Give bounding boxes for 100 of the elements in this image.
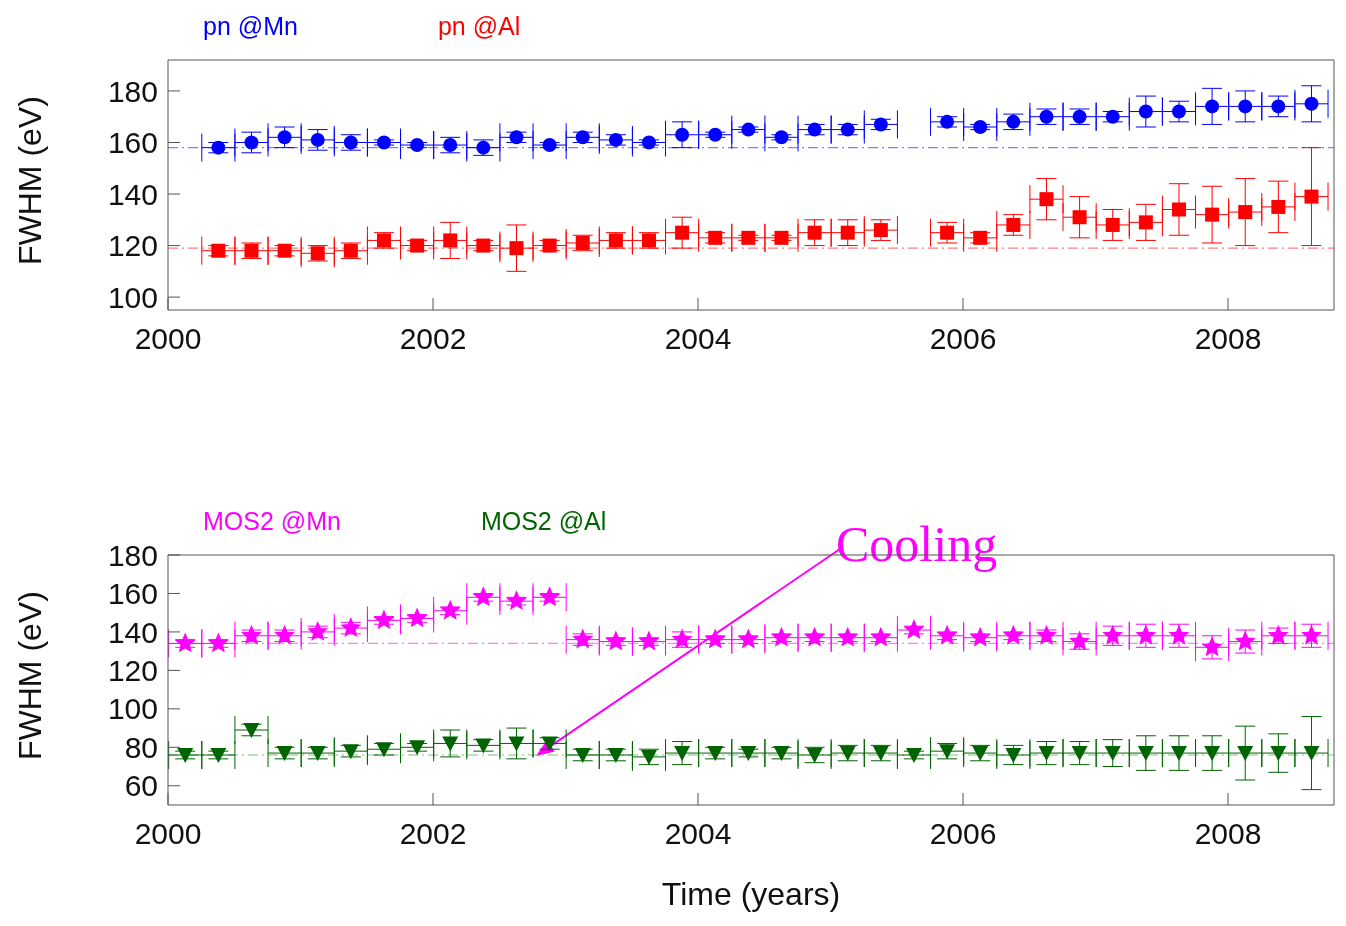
point xyxy=(1205,99,1220,114)
point xyxy=(343,135,358,150)
x-tick-label: 2002 xyxy=(399,322,467,356)
point xyxy=(940,114,955,129)
point xyxy=(343,243,358,258)
y-tick-label: 120 xyxy=(107,654,158,688)
point xyxy=(1304,189,1319,204)
x-tick-label: 2008 xyxy=(1194,322,1262,356)
point xyxy=(476,140,491,155)
point xyxy=(840,122,855,137)
y-tick-label: 100 xyxy=(107,692,158,726)
point xyxy=(406,607,428,628)
point xyxy=(506,590,527,611)
y-tick-label: 140 xyxy=(107,177,158,211)
point xyxy=(840,225,855,240)
point xyxy=(704,628,726,649)
point xyxy=(608,132,623,147)
point xyxy=(575,235,590,250)
point xyxy=(174,632,196,653)
annotation: Cooling xyxy=(836,516,998,572)
point xyxy=(807,225,822,240)
point xyxy=(409,740,426,756)
point xyxy=(708,230,723,245)
text: MOS2 @Al xyxy=(480,507,607,536)
x-tick-label: 2004 xyxy=(664,817,732,851)
point xyxy=(508,736,525,752)
point xyxy=(1039,109,1054,124)
point xyxy=(211,140,226,155)
text: pn @Al xyxy=(437,12,521,41)
text: pn @Mn xyxy=(203,12,298,41)
point xyxy=(274,624,296,645)
point xyxy=(641,135,656,150)
x-tick-label: 2000 xyxy=(134,322,202,356)
point xyxy=(310,246,325,261)
point xyxy=(241,624,262,645)
y-tick-label: 140 xyxy=(107,615,158,649)
point xyxy=(638,630,660,651)
point xyxy=(641,233,656,248)
point xyxy=(605,630,627,651)
point xyxy=(973,230,988,245)
y-axis-title: FWHM (eV) xyxy=(12,96,49,265)
point xyxy=(539,586,561,607)
point xyxy=(476,238,491,253)
point xyxy=(1238,99,1253,114)
x-tick-label: 2000 xyxy=(134,817,202,851)
point xyxy=(572,628,594,649)
point xyxy=(1071,746,1088,762)
point xyxy=(837,626,859,647)
point xyxy=(207,632,229,653)
y-tick-label: 180 xyxy=(107,74,158,108)
point xyxy=(771,626,792,647)
point xyxy=(1270,746,1287,762)
point xyxy=(804,626,826,647)
point xyxy=(1237,746,1254,762)
point xyxy=(1006,114,1021,129)
point xyxy=(509,241,524,256)
point xyxy=(903,619,925,639)
point xyxy=(870,626,892,647)
point xyxy=(509,130,524,145)
point xyxy=(674,746,691,762)
point xyxy=(1205,207,1220,222)
point xyxy=(472,586,494,607)
point xyxy=(410,238,425,253)
y-axis-title: FWHM (eV) xyxy=(12,591,49,760)
x-tick-label: 2002 xyxy=(399,817,467,851)
point xyxy=(1238,205,1253,220)
point xyxy=(1138,215,1153,230)
x-tick-label: 2004 xyxy=(664,322,732,356)
point xyxy=(1138,104,1153,119)
point xyxy=(1072,210,1087,225)
point xyxy=(439,599,461,620)
point xyxy=(1039,192,1054,207)
x-tick-label: 2006 xyxy=(929,322,997,356)
point xyxy=(774,230,789,245)
y-tick-label: 160 xyxy=(107,577,158,611)
point xyxy=(542,138,557,153)
point xyxy=(741,122,756,137)
point xyxy=(1303,746,1320,762)
point xyxy=(936,624,958,645)
x-tick-label: 2006 xyxy=(929,817,997,851)
point xyxy=(740,746,757,762)
point xyxy=(1170,746,1187,762)
point xyxy=(969,626,991,647)
point xyxy=(741,230,756,245)
text: MOS2 @Mn xyxy=(203,507,341,536)
point xyxy=(442,736,459,752)
y-tick-label: 160 xyxy=(107,126,158,160)
point xyxy=(608,233,623,248)
point xyxy=(1304,96,1319,111)
y-tick-label: 180 xyxy=(107,538,158,572)
point xyxy=(1137,746,1154,762)
y-tick-label: 100 xyxy=(107,280,158,314)
point xyxy=(410,138,425,153)
point xyxy=(443,138,458,153)
point xyxy=(373,609,395,630)
point xyxy=(1171,202,1186,217)
point xyxy=(675,225,690,240)
point xyxy=(1271,199,1286,214)
y-tick-label: 60 xyxy=(124,769,158,803)
x-axis-title: Time (years) xyxy=(661,876,841,912)
